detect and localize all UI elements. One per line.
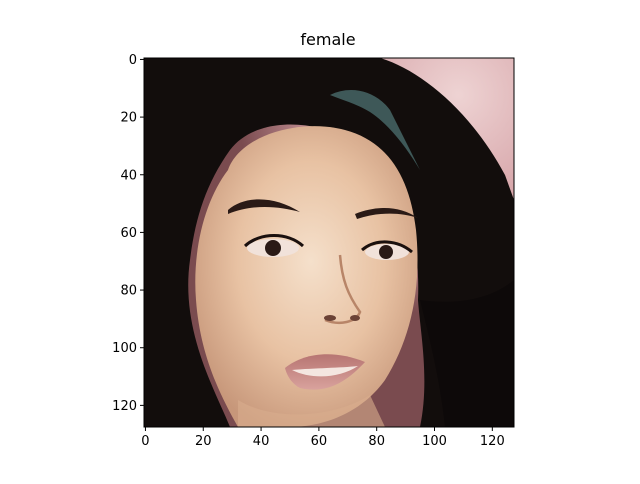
x-tick-label: 100	[422, 434, 447, 449]
x-tick-label: 60	[311, 434, 328, 449]
x-tick-label: 80	[368, 434, 385, 449]
y-tick-label: 80	[120, 284, 137, 299]
y-tick-label: 40	[120, 168, 137, 183]
x-axis: 0 20 40 60 80 100 120	[141, 427, 505, 449]
face-image	[144, 58, 514, 427]
y-tick-label: 100	[112, 341, 137, 356]
y-tick-label: 60	[120, 226, 137, 241]
x-tick-label: 20	[195, 434, 212, 449]
x-tick-label: 40	[253, 434, 270, 449]
y-tick-label: 120	[112, 399, 137, 414]
y-tick-label: 0	[129, 53, 137, 68]
chart-title: female	[300, 30, 356, 49]
axes-frame	[143, 57, 515, 428]
y-axis: 0 20 40 60 80 100 120	[112, 53, 144, 414]
x-tick-label: 120	[480, 434, 505, 449]
y-tick-label: 20	[120, 111, 137, 126]
x-tick-label: 0	[141, 434, 149, 449]
